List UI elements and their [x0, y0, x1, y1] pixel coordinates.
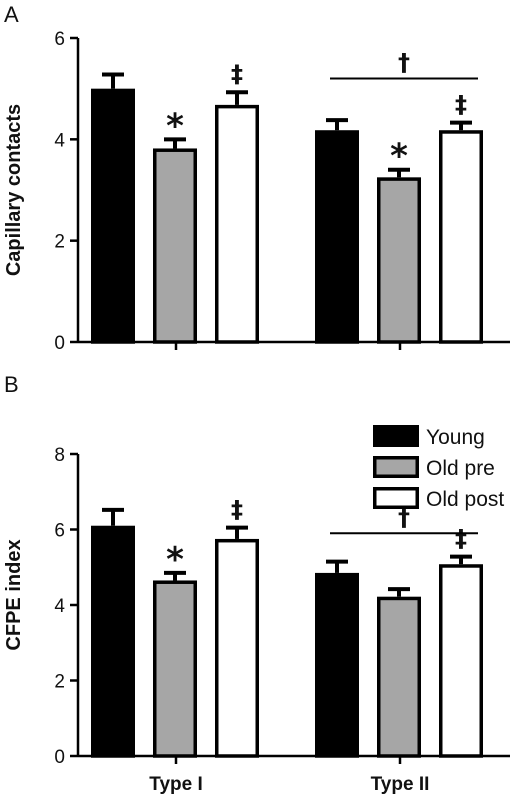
legend-label-old-post: Old post — [426, 488, 504, 511]
panel-a-label: A — [4, 2, 19, 27]
panel-b-significance-double-dagger: ‡ — [455, 525, 467, 553]
legend: Young Old pre Old post — [373, 425, 504, 511]
panel-b-y-tick-label: 0 — [54, 747, 65, 768]
panel-a-bar-type-i-young — [91, 88, 135, 344]
panel-b-y-axis-label: CFPE index — [3, 539, 25, 650]
panel-b-bar-type-i-old-pre — [153, 580, 197, 758]
panel-b: B CFPE index 0 2 4 6 8 * ‡ ‡ † — [3, 372, 510, 768]
panel-b-y-tick-label: 2 — [54, 672, 65, 693]
panel-a-bar-type-ii-old-post — [439, 130, 483, 344]
panel-a-y-tick-label: 4 — [54, 130, 65, 151]
panel-a: A Capillary contacts 0 2 4 6 * ‡ * ‡ † — [3, 2, 510, 354]
panel-b-y-tick-label: 4 — [54, 596, 65, 617]
panel-a-y-axis-label: Capillary contacts — [3, 104, 25, 276]
legend-swatch-old-post — [373, 487, 419, 509]
panel-b-significance-star: * — [166, 540, 184, 580]
x-tick-label-type-ii: Type II — [371, 774, 430, 795]
panel-b-y-tick-label: 6 — [54, 521, 65, 542]
panel-b-significance-dagger: † — [398, 503, 410, 531]
x-tick-label-type-i: Type I — [149, 774, 203, 795]
panel-a-y-tick-label: 2 — [54, 232, 65, 253]
panel-a-bar-type-i-old-post — [215, 104, 259, 344]
panel-a-significance-dagger: † — [398, 49, 410, 77]
panel-b-label: B — [4, 372, 19, 397]
panel-a-bar-type-i-old-pre — [153, 148, 197, 344]
panel-a-significance-double-dagger: ‡ — [231, 60, 243, 88]
panel-b-significance-double-dagger: ‡ — [231, 496, 243, 524]
panel-a-significance-star: * — [390, 137, 408, 177]
panel-b-bar-type-ii-old-pre — [377, 596, 421, 758]
legend-label-old-pre: Old pre — [426, 457, 495, 480]
panel-a-bar-type-ii-old-pre — [377, 177, 421, 344]
panel-a-y-tick-label: 0 — [54, 333, 65, 354]
panel-b-bar-type-ii-young — [315, 572, 359, 758]
panel-b-y-tick-label: 8 — [54, 445, 65, 466]
legend-label-young: Young — [426, 426, 485, 449]
panel-a-y-tick-label: 6 — [54, 29, 65, 50]
panel-b-bar-type-i-old-post — [215, 538, 259, 758]
panel-a-significance-double-dagger: ‡ — [455, 91, 467, 119]
x-category-labels: Type I Type II — [149, 774, 429, 795]
panel-b-bar-type-ii-old-post — [439, 564, 483, 758]
panel-a-significance-star: * — [166, 106, 184, 146]
legend-swatch-young — [373, 425, 419, 447]
panel-b-bar-type-i-young — [91, 525, 135, 758]
legend-swatch-old-pre — [373, 456, 419, 478]
panel-a-bar-type-ii-young — [315, 130, 359, 344]
